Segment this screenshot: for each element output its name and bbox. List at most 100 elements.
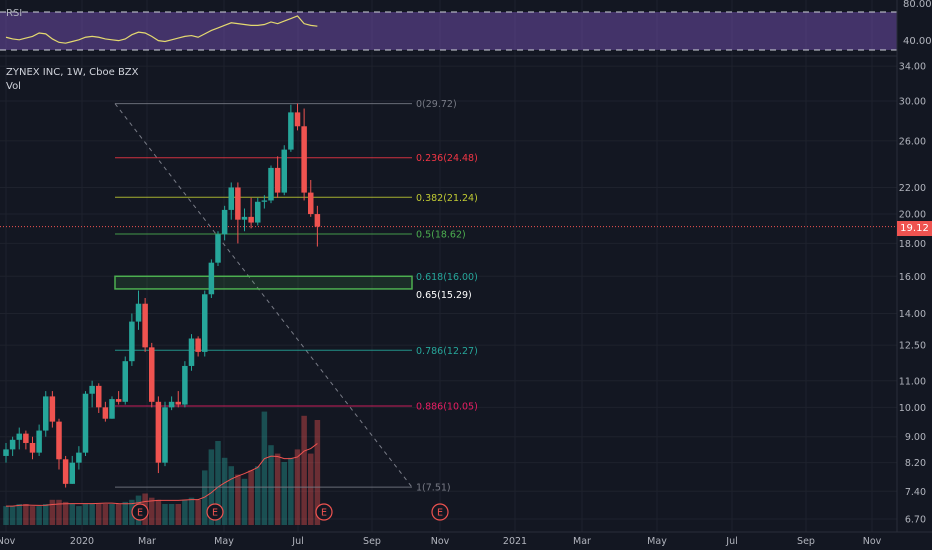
price-tick-label: 8.20 xyxy=(905,458,926,469)
volume-bar xyxy=(274,453,281,525)
earnings-marker-label: E xyxy=(321,508,327,519)
volume-bar xyxy=(62,501,69,525)
price-tick-label: 10.00 xyxy=(899,403,926,414)
volume-bar xyxy=(241,478,248,525)
volume-bar xyxy=(248,470,254,525)
volume-bar xyxy=(175,504,181,525)
candle-body xyxy=(142,303,148,348)
fib-level-label: 0.618(16.00) xyxy=(416,272,478,283)
time-tick-label: May xyxy=(647,536,667,547)
volume-bar xyxy=(228,466,234,525)
volume-label: Vol xyxy=(6,81,21,92)
volume-bar xyxy=(162,504,168,525)
candle-body xyxy=(162,407,168,463)
candle-body xyxy=(215,234,221,263)
candle-body xyxy=(23,433,29,443)
volume-bar xyxy=(36,506,42,525)
volume-bar xyxy=(182,499,188,525)
price-tick-label: 11.00 xyxy=(899,376,926,387)
price-tick-label: 6.70 xyxy=(905,515,926,526)
rsi-level-40-label: 40.00 xyxy=(903,36,932,47)
volume-bar xyxy=(16,504,22,525)
volume-bar xyxy=(49,499,56,525)
fib-level-label: 0.382(21.24) xyxy=(416,193,478,204)
candle-body xyxy=(188,338,195,366)
candle-body xyxy=(208,262,215,295)
price-tick-label: 34.00 xyxy=(899,62,926,73)
volume-ma-line xyxy=(6,443,318,507)
candle-body xyxy=(228,187,234,210)
time-tick-label: 2020 xyxy=(70,536,94,547)
price-tick-label: 30.00 xyxy=(899,97,926,108)
volume-bar xyxy=(235,474,241,525)
time-tick-label: 2021 xyxy=(503,536,527,547)
fib-level-label: 1(7.51) xyxy=(416,483,451,494)
price-tick-label: 26.00 xyxy=(899,136,926,147)
candle-body xyxy=(56,421,62,460)
volume-bar xyxy=(89,504,95,525)
time-tick-label: Mar xyxy=(573,536,591,547)
golden-zone-box xyxy=(114,275,413,290)
candle-body xyxy=(281,149,287,193)
time-tick-label: Sep xyxy=(363,536,381,547)
candle-body xyxy=(43,396,49,431)
volume-bar xyxy=(288,457,294,525)
volume-bar xyxy=(301,415,307,525)
time-tick-label: Nov xyxy=(863,536,882,547)
time-tick-label: Jul xyxy=(291,536,303,547)
volume-bar xyxy=(102,504,109,525)
candle-body xyxy=(274,167,281,193)
fib-level-label: 0.5(18.62) xyxy=(416,229,466,240)
candle-body xyxy=(82,393,89,453)
earnings-marker xyxy=(431,503,449,521)
candle-body xyxy=(115,399,122,402)
candle-body xyxy=(235,187,241,220)
volume-bar xyxy=(3,506,9,525)
candle-body xyxy=(168,401,175,408)
volume-bar xyxy=(149,497,155,525)
fib-level-label: 0.65(15.29) xyxy=(416,290,472,301)
volume-bar xyxy=(56,499,62,525)
time-tick-label: Nov xyxy=(431,536,450,547)
fib-level-label: 0.886(10.05) xyxy=(416,401,478,412)
rsi-level-80-label: 80.00 xyxy=(903,0,932,10)
candle-body xyxy=(182,365,188,405)
earnings-marker xyxy=(315,503,333,521)
volume-bar xyxy=(221,457,228,525)
earnings-marker-label: E xyxy=(212,508,218,519)
volume-bar xyxy=(109,504,115,525)
candle-body xyxy=(109,399,115,419)
time-tick-label: Nov xyxy=(0,536,16,547)
rsi-line xyxy=(5,15,318,44)
candle-body xyxy=(96,385,102,408)
volume-bar xyxy=(23,504,29,525)
candle-body xyxy=(76,452,82,463)
candle-body xyxy=(175,401,181,405)
volume-bar xyxy=(69,504,75,525)
candle-body xyxy=(308,192,314,215)
candle-body xyxy=(129,321,135,362)
candle-body xyxy=(294,112,301,127)
volume-bar xyxy=(268,445,274,525)
volume-bar xyxy=(115,504,122,525)
candle-body xyxy=(301,126,307,193)
price-tick-label: 16.00 xyxy=(899,272,926,283)
volume-bar xyxy=(261,411,268,525)
candle-body xyxy=(314,214,321,227)
volume-bar xyxy=(168,504,175,525)
candle-body xyxy=(149,347,155,402)
candle-body xyxy=(89,385,95,394)
candle-body xyxy=(241,216,248,220)
volume-bar xyxy=(43,504,49,525)
volume-bar xyxy=(82,504,89,525)
volume-bar xyxy=(76,506,82,525)
earnings-marker xyxy=(131,503,149,521)
candle-body xyxy=(261,200,268,202)
candle-body xyxy=(135,303,142,322)
candle-body xyxy=(195,338,201,352)
fib-level-label: 0.786(12.27) xyxy=(416,346,478,357)
volume-bar xyxy=(195,499,201,525)
earnings-marker xyxy=(206,503,224,521)
volume-bar xyxy=(155,499,162,525)
